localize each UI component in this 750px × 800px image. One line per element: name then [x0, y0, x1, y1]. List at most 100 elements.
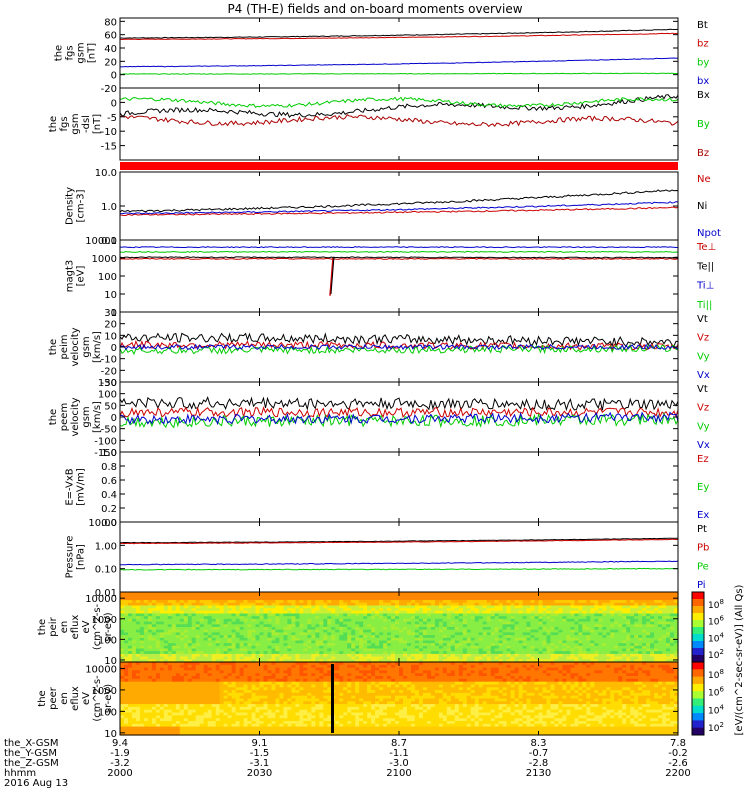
heatmap-cell	[383, 645, 388, 650]
heatmap-cell	[602, 656, 607, 660]
ytick-label: 20	[104, 320, 117, 331]
heatmap-cell	[391, 624, 396, 628]
heatmap-cell	[407, 605, 412, 609]
heatmap-cell	[538, 597, 544, 601]
heatmap-cell	[546, 605, 552, 609]
heatmap-cell	[139, 678, 145, 683]
heatmap-cell	[363, 618, 368, 623]
heatmap-cell	[143, 640, 149, 644]
heatmap-cell	[466, 618, 472, 623]
heatmap-cell	[239, 681, 245, 686]
heatmap-cell	[132, 667, 137, 671]
heatmap-cell	[143, 670, 149, 674]
heatmap-cell	[598, 597, 603, 601]
colorbar-segment	[692, 606, 704, 614]
heatmap-cell	[363, 605, 368, 609]
heatmap-cell	[159, 618, 165, 623]
heatmap-cell	[422, 678, 428, 683]
heatmap-cell	[430, 676, 436, 680]
heatmap-cell	[550, 656, 556, 660]
heatmap-cell	[175, 656, 181, 660]
heatmap-cell	[526, 662, 532, 666]
heatmap-cell	[271, 678, 277, 683]
heatmap-cell	[458, 597, 464, 601]
heatmap-cell	[327, 602, 332, 607]
heatmap-cell	[442, 676, 448, 680]
heatmap-cell	[622, 610, 627, 615]
heatmap-cell	[554, 610, 559, 615]
heatmap-cell	[546, 648, 552, 652]
heatmap-cell	[315, 643, 320, 647]
heatmap-cell	[295, 637, 300, 642]
heatmap-cell	[287, 667, 292, 671]
heatmap-cell	[530, 662, 536, 666]
heatmap-cell	[247, 656, 253, 660]
heatmap-cell	[383, 670, 388, 674]
heatmap-cell	[546, 627, 552, 631]
heatmap-cell	[171, 659, 177, 663]
heatmap-cell	[530, 602, 536, 607]
ytick-label: -10	[101, 127, 117, 138]
heatmap-cell	[430, 629, 436, 633]
heatmap-cell	[315, 648, 320, 652]
heatmap-cell	[299, 616, 304, 620]
heatmap-cell	[307, 605, 312, 609]
heatmap-cell	[383, 592, 388, 596]
heatmap-cell	[199, 613, 205, 617]
heatmap-cell	[243, 621, 249, 625]
heatmap-cell	[291, 624, 296, 628]
heatmap-cell	[363, 624, 368, 628]
heatmap-cell	[179, 600, 185, 604]
panel-frame	[119, 451, 679, 523]
heatmap-cell	[666, 600, 671, 604]
heatmap-cell	[482, 592, 488, 596]
heatmap-cell	[359, 621, 364, 625]
heatmap-cell	[355, 602, 360, 607]
heatmap-cell	[399, 645, 404, 650]
heatmap-cell	[562, 667, 567, 671]
heatmap-cell	[558, 635, 563, 639]
heatmap-cell	[203, 635, 209, 639]
heatmap-cell	[630, 600, 635, 604]
heatmap-cell	[147, 632, 153, 636]
heatmap-cell	[315, 651, 320, 655]
heatmap-cell	[187, 602, 193, 607]
heatmap-cell	[466, 605, 472, 609]
heatmap-cell	[458, 602, 464, 607]
heatmap-cell	[175, 627, 181, 631]
heatmap-cell	[267, 621, 273, 625]
heatmap-cell	[379, 653, 384, 658]
heatmap-cell	[578, 629, 583, 633]
heatmap-cell	[534, 602, 540, 607]
heatmap-cell	[438, 616, 444, 620]
heatmap-cell	[646, 608, 651, 612]
heatmap-cell	[586, 592, 591, 596]
heatmap-cell	[546, 659, 552, 663]
heatmap-cell	[315, 618, 320, 623]
heatmap-cell	[670, 651, 675, 655]
heatmap-cell	[399, 656, 404, 660]
heatmap-cell	[438, 662, 444, 666]
heatmap-cell	[319, 648, 324, 652]
heatmap-cell	[199, 670, 205, 674]
heatmap-cell	[235, 632, 241, 636]
legend-label: Vz	[697, 403, 709, 414]
heatmap-cell	[558, 640, 563, 644]
heatmap-cell	[120, 621, 125, 625]
heatmap-cell	[359, 605, 364, 609]
heatmap-cell	[243, 681, 249, 686]
heatmap-cell	[195, 643, 201, 647]
heatmap-cell	[155, 670, 161, 674]
heatmap-cell	[582, 605, 587, 609]
heatmap-cell	[179, 610, 185, 615]
heatmap-cell	[155, 651, 161, 655]
heatmap-cell	[327, 635, 332, 639]
heatmap-cell	[426, 602, 432, 607]
heatmap-cell	[530, 651, 536, 655]
heatmap-cell	[183, 640, 189, 644]
heatmap-cell	[227, 635, 233, 639]
heatmap-cell	[359, 659, 364, 663]
heatmap-cell	[674, 597, 679, 601]
heatmap-cell	[482, 656, 488, 660]
heatmap-cell	[355, 616, 360, 620]
